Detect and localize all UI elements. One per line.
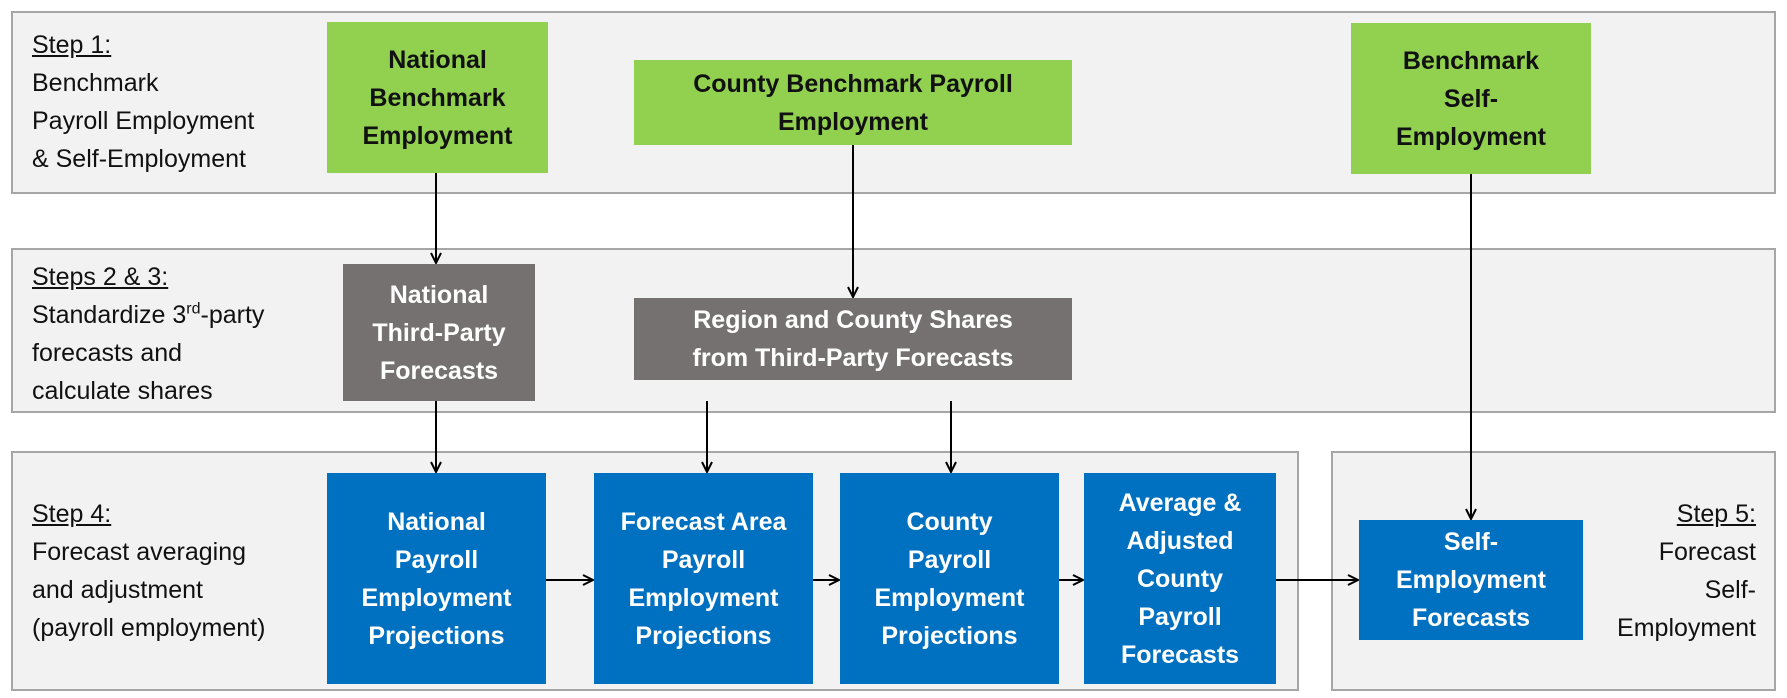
step-title: Steps 2 & 3: — [32, 263, 169, 291]
step-text: forecasts and — [32, 339, 183, 367]
box-text: Benchmark — [1402, 46, 1540, 75]
box-text: Self- — [1443, 528, 1499, 556]
box-text: Projections — [635, 621, 772, 650]
step-text: & Self-Employment — [32, 145, 246, 173]
step-title: Step 4: — [32, 500, 112, 528]
superscript: rd — [186, 300, 201, 318]
step-text: Forecast — [1658, 538, 1756, 566]
box-text: Employment — [874, 583, 1025, 612]
box-text: Employment — [362, 121, 513, 150]
box-text: Forecasts — [1120, 640, 1240, 669]
step-text: and adjustment — [32, 576, 203, 604]
box-text: Employment — [361, 583, 512, 612]
box-text: Forecasts — [379, 356, 499, 385]
step-label: Steps 2 & 3: Standardize 3rd-party forecas… — [32, 258, 264, 410]
box-text: Region and County Shares — [693, 306, 1013, 334]
box-text: Average & — [1118, 488, 1242, 517]
process-box: National Third-Party Forecasts — [343, 264, 535, 401]
step-text: Benchmark — [32, 69, 159, 97]
process-box: National Benchmark Employment — [327, 22, 548, 173]
process-box: Region and County Shares from Third-Party… — [634, 298, 1072, 380]
box-text: National — [387, 507, 486, 536]
step-label: Step 4: Forecast averaging and adjustment (… — [32, 495, 265, 647]
step-text: Employment — [1617, 614, 1756, 642]
step-text: calculate shares — [32, 377, 213, 405]
box-text: National — [389, 280, 489, 309]
box-text: Third-Party — [372, 318, 506, 347]
box-text: from Third-Party Forecasts — [692, 344, 1014, 372]
process-box: National Payroll Employment Projections — [327, 473, 546, 684]
box-text: Forecasts — [1411, 604, 1531, 632]
box-text: Payroll — [1138, 602, 1222, 631]
step-text: Standardize 3rd-party — [32, 296, 264, 334]
box-text: Employment — [628, 583, 779, 612]
step-text: Payroll Employment — [32, 107, 255, 135]
box-text: Employment — [1395, 122, 1547, 151]
box-text: Projections — [368, 621, 505, 650]
box-text: County Benchmark Payroll — [693, 69, 1013, 98]
box-text: Payroll — [394, 545, 479, 574]
box-text: Benchmark — [369, 83, 506, 112]
process-box: Benchmark Self- Employment — [1351, 23, 1591, 174]
box-text: Payroll — [907, 545, 992, 574]
box-text: National — [388, 45, 487, 74]
box-text: Adjusted — [1126, 526, 1234, 555]
box-text: Self- — [1443, 84, 1499, 113]
process-box: Forecast Area Payroll Employment Projection… — [594, 473, 813, 684]
step-title: Step 1: — [32, 31, 112, 59]
box-text: Employment — [1395, 566, 1547, 594]
step-text: Forecast averaging — [32, 538, 247, 566]
box-text: County — [906, 507, 993, 536]
process-box: County Benchmark Payroll Employment — [634, 60, 1072, 145]
process-box: Self- Employment Forecasts — [1359, 520, 1583, 640]
box-text: Employment — [777, 107, 929, 136]
box-text: Payroll — [661, 545, 746, 574]
step-text: (payroll employment) — [32, 614, 266, 642]
box-text: Projections — [881, 621, 1018, 650]
step-title: Step 5: — [1676, 500, 1756, 528]
step-text: Self- — [1704, 576, 1756, 604]
process-box: Average & Adjusted County Payroll Forecasts — [1084, 473, 1276, 684]
box-text: County — [1136, 564, 1224, 593]
process-box: County Payroll Employment Projections — [840, 473, 1059, 684]
box-text: Forecast Area — [620, 507, 787, 536]
text-part: Standardize 3 — [32, 301, 187, 329]
step-label: Step 5: Forecast Self- Employment — [1617, 495, 1756, 647]
arrow-group — [436, 145, 1471, 580]
text-part: -party — [200, 301, 265, 329]
step-label: Step 1: Benchmark Payroll Employment & Self… — [32, 26, 254, 178]
